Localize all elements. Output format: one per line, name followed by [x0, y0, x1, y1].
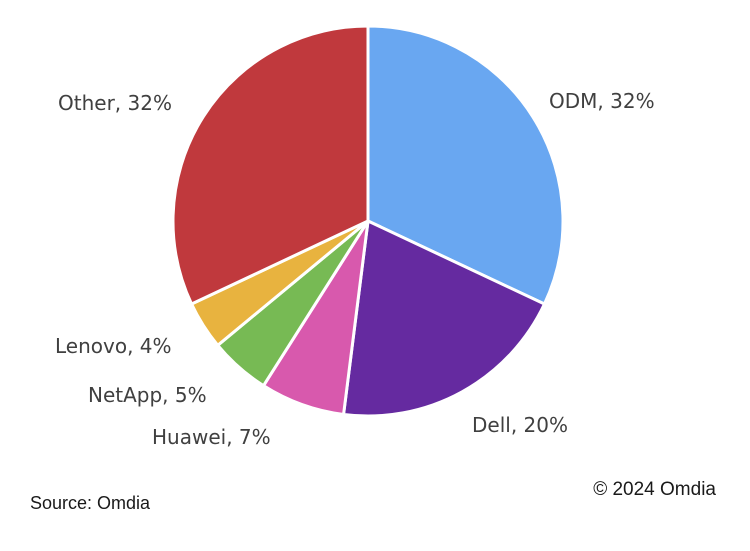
pie-slice-dell	[342, 219, 546, 418]
pie-slice-other	[171, 24, 370, 306]
slice-label-lenovo: Lenovo, 4%	[55, 334, 172, 358]
slice-label-netapp: NetApp, 5%	[88, 383, 207, 407]
source-note: Source: Omdia	[30, 493, 151, 513]
pie-slice-odm	[366, 24, 565, 306]
copyright-note: © 2024 Omdia	[593, 479, 716, 500]
slice-label-huawei: Huawei, 7%	[152, 425, 271, 449]
slice-label-dell: Dell, 20%	[472, 413, 568, 437]
slice-label-odm: ODM, 32%	[549, 89, 655, 113]
slice-label-other: Other, 32%	[58, 91, 172, 115]
